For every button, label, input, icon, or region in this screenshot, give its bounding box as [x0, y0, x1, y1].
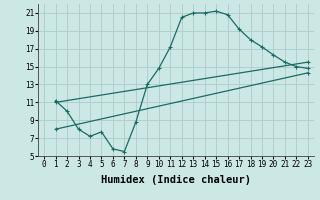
X-axis label: Humidex (Indice chaleur): Humidex (Indice chaleur): [101, 175, 251, 185]
